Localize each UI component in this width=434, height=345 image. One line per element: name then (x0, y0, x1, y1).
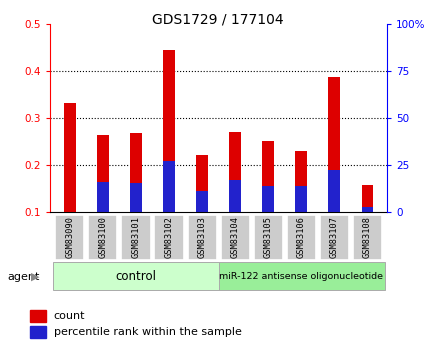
Bar (295, 186, 306, 212)
Text: GSM83107: GSM83107 (329, 216, 338, 258)
Text: GSM83100: GSM83100 (98, 216, 107, 258)
FancyBboxPatch shape (121, 215, 150, 259)
Bar (328, 170, 339, 212)
Text: agent: agent (8, 272, 40, 282)
FancyBboxPatch shape (319, 215, 348, 259)
Text: ▶: ▶ (31, 272, 40, 282)
Bar (163, 161, 174, 212)
Bar (361, 185, 372, 212)
Bar (30, 326, 46, 338)
FancyBboxPatch shape (286, 215, 315, 259)
FancyBboxPatch shape (220, 215, 249, 259)
Bar (64, 103, 76, 212)
FancyBboxPatch shape (253, 215, 282, 259)
Bar (30, 310, 46, 322)
Text: count: count (53, 311, 85, 321)
Bar (229, 180, 240, 212)
Text: GDS1729 / 177104: GDS1729 / 177104 (151, 12, 283, 26)
Bar (361, 207, 372, 212)
Text: GSM83102: GSM83102 (164, 216, 173, 258)
Bar (97, 135, 108, 212)
Text: miR-122 antisense oligonucleotide: miR-122 antisense oligonucleotide (219, 272, 382, 281)
Text: control: control (115, 270, 156, 283)
FancyBboxPatch shape (352, 215, 381, 259)
Bar (130, 133, 141, 212)
Text: GSM83106: GSM83106 (296, 216, 305, 258)
FancyBboxPatch shape (88, 215, 117, 259)
Bar (328, 77, 339, 212)
Bar (130, 183, 141, 212)
Bar (295, 151, 306, 212)
Bar (262, 186, 273, 212)
Text: GSM83090: GSM83090 (65, 216, 74, 258)
Bar (229, 132, 240, 212)
FancyBboxPatch shape (154, 215, 183, 259)
Bar (196, 191, 207, 212)
Text: percentile rank within the sample: percentile rank within the sample (53, 327, 241, 337)
FancyBboxPatch shape (187, 215, 216, 259)
FancyBboxPatch shape (53, 263, 219, 290)
Bar (163, 50, 174, 212)
Bar (196, 155, 207, 212)
FancyBboxPatch shape (55, 215, 84, 259)
Text: GSM83104: GSM83104 (230, 216, 239, 258)
Text: GSM83101: GSM83101 (131, 216, 140, 258)
Bar (97, 181, 108, 212)
Text: GSM83103: GSM83103 (197, 216, 206, 258)
FancyBboxPatch shape (219, 263, 384, 290)
Bar (262, 141, 273, 212)
Text: GSM83108: GSM83108 (362, 216, 371, 258)
Text: GSM83105: GSM83105 (263, 216, 272, 258)
